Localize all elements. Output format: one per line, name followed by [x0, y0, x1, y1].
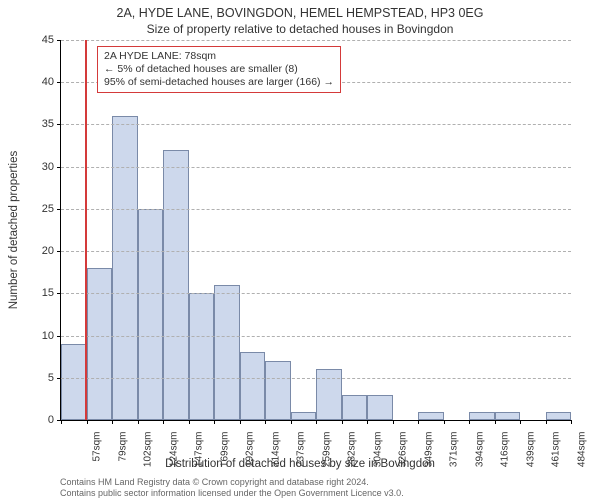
histogram-bar: [495, 412, 521, 420]
histogram-bar: [342, 395, 368, 420]
ytick-mark: [57, 209, 61, 210]
xtick-mark: [495, 420, 496, 424]
xtick-label: 192sqm: [245, 432, 256, 472]
histogram-bar: [61, 344, 87, 420]
xtick-label: 79sqm: [117, 432, 128, 472]
gridline: [61, 251, 571, 252]
chart-title: 2A, HYDE LANE, BOVINGDON, HEMEL HEMPSTEA…: [0, 6, 600, 20]
ytick-label: 0: [24, 414, 54, 426]
xtick-mark: [418, 420, 419, 424]
xtick-label: 304sqm: [372, 432, 383, 472]
xtick-label: 394sqm: [474, 432, 485, 472]
ytick-mark: [57, 40, 61, 41]
xtick-label: 416sqm: [500, 432, 511, 472]
annotation-line: 2A HYDE LANE: 78sqm: [104, 50, 334, 63]
xtick-mark: [546, 420, 547, 424]
annotation-line: ← 5% of detached houses are smaller (8): [104, 63, 334, 76]
xtick-mark: [138, 420, 139, 424]
xtick-label: 169sqm: [219, 432, 230, 472]
histogram-bar: [291, 412, 317, 420]
ytick-label: 45: [24, 34, 54, 46]
ytick-mark: [57, 251, 61, 252]
xtick-mark: [342, 420, 343, 424]
histogram-bar: [112, 116, 138, 420]
xtick-label: 439sqm: [525, 432, 536, 472]
y-axis-label: Number of detached properties: [8, 151, 20, 310]
ytick-mark: [57, 82, 61, 83]
xtick-label: 214sqm: [270, 432, 281, 472]
histogram-bar: [240, 352, 266, 420]
xtick-label: 57sqm: [92, 432, 103, 472]
histogram-bar: [189, 293, 215, 420]
footer-line: Contains HM Land Registry data © Crown c…: [60, 477, 570, 487]
ytick-label: 25: [24, 203, 54, 215]
histogram-bar: [546, 412, 572, 420]
xtick-label: 349sqm: [423, 432, 434, 472]
gridline: [61, 209, 571, 210]
xtick-mark: [520, 420, 521, 424]
ytick-label: 40: [24, 76, 54, 88]
xtick-mark: [291, 420, 292, 424]
xtick-label: 461sqm: [551, 432, 562, 472]
xtick-mark: [265, 420, 266, 424]
footer-line: Contains public sector information licen…: [60, 488, 570, 498]
xtick-label: 282sqm: [347, 432, 358, 472]
property-marker-line: [85, 40, 87, 420]
xtick-mark: [571, 420, 572, 424]
histogram-bar: [469, 412, 495, 420]
xtick-mark: [240, 420, 241, 424]
annotation-box: 2A HYDE LANE: 78sqm ← 5% of detached hou…: [97, 46, 341, 93]
xtick-mark: [112, 420, 113, 424]
xtick-label: 102sqm: [143, 432, 154, 472]
histogram-bar: [138, 209, 164, 420]
gridline: [61, 124, 571, 125]
xtick-mark: [393, 420, 394, 424]
xtick-label: 484sqm: [576, 432, 587, 472]
gridline: [61, 378, 571, 379]
xtick-label: 371sqm: [449, 432, 460, 472]
histogram-bar: [163, 150, 189, 420]
xtick-mark: [87, 420, 88, 424]
ytick-label: 20: [24, 245, 54, 257]
plot-area: 2A HYDE LANE: 78sqm ← 5% of detached hou…: [60, 40, 571, 421]
xtick-label: 326sqm: [398, 432, 409, 472]
xtick-mark: [367, 420, 368, 424]
ytick-mark: [57, 378, 61, 379]
xtick-label: 259sqm: [321, 432, 332, 472]
ytick-label: 30: [24, 161, 54, 173]
histogram-bar: [87, 268, 113, 420]
chart-container: 2A, HYDE LANE, BOVINGDON, HEMEL HEMPSTEA…: [0, 0, 600, 500]
gridline: [61, 40, 571, 41]
xtick-mark: [316, 420, 317, 424]
annotation-line: 95% of semi-detached houses are larger (…: [104, 76, 334, 89]
footer-attribution: Contains HM Land Registry data © Crown c…: [60, 477, 570, 498]
histogram-bar: [367, 395, 393, 420]
histogram-bar: [418, 412, 444, 420]
ytick-mark: [57, 167, 61, 168]
ytick-mark: [57, 336, 61, 337]
xtick-label: 124sqm: [168, 432, 179, 472]
gridline: [61, 293, 571, 294]
xtick-mark: [61, 420, 62, 424]
ytick-label: 35: [24, 118, 54, 130]
histogram-bar: [214, 285, 240, 420]
ytick-mark: [57, 293, 61, 294]
xtick-mark: [444, 420, 445, 424]
ytick-label: 5: [24, 372, 54, 384]
chart-subtitle: Size of property relative to detached ho…: [0, 22, 600, 36]
ytick-label: 10: [24, 330, 54, 342]
xtick-mark: [163, 420, 164, 424]
xtick-mark: [189, 420, 190, 424]
xtick-mark: [469, 420, 470, 424]
xtick-label: 237sqm: [296, 432, 307, 472]
gridline: [61, 167, 571, 168]
ytick-label: 15: [24, 287, 54, 299]
xtick-label: 147sqm: [194, 432, 205, 472]
xtick-mark: [214, 420, 215, 424]
histogram-bar: [265, 361, 291, 420]
ytick-mark: [57, 124, 61, 125]
gridline: [61, 336, 571, 337]
